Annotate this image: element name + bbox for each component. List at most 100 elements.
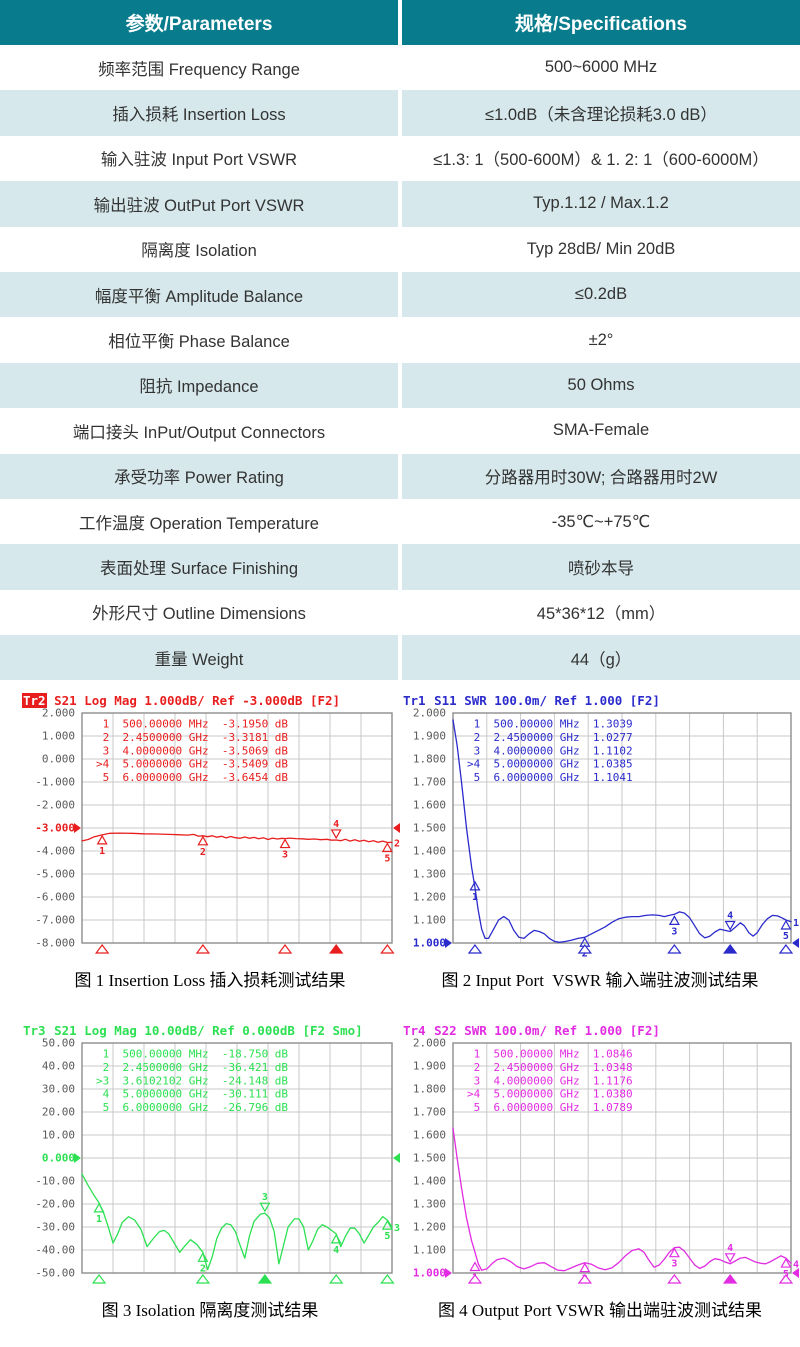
svg-text:1.000: 1.000 <box>42 730 75 743</box>
spec-table-row: 幅度平衡 Amplitude Balance ≤0.2dB <box>0 271 800 318</box>
parameter-cell: 阻抗 Impedance <box>0 362 400 409</box>
svg-text:4 5.0000000 GHz -30.111 dB: 4 5.0000000 GHz -30.111 dB <box>96 1088 288 1101</box>
spec-table-row: 输出驻波 OutPut Port VSWR Typ.1.12 / Max.1.2 <box>0 181 800 227</box>
svg-text:5: 5 <box>384 853 390 864</box>
svg-text:1 500.00000 MHz 1.3039: 1 500.00000 MHz 1.3039 <box>467 718 633 731</box>
svg-text:1.400: 1.400 <box>413 845 446 858</box>
svg-text:-30.00: -30.00 <box>35 1221 75 1234</box>
svg-text:1: 1 <box>793 918 799 929</box>
chart-isolation: Tr3 S21 Log Mag 10.00dB/ Ref 0.000dB [F2… <box>20 1024 400 1292</box>
svg-text:2 2.4500000 GHz 1.0277: 2 2.4500000 GHz 1.0277 <box>467 731 633 744</box>
svg-text:>4 5.0000000 GHz 1.0385: >4 5.0000000 GHz 1.0385 <box>467 758 633 771</box>
specification-cell: 50 Ohms <box>398 362 800 409</box>
svg-text:3 4.0000000 GHz 1.1102: 3 4.0000000 GHz 1.1102 <box>467 744 633 757</box>
parameter-cell: 承受功率 Power Rating <box>0 453 400 499</box>
chart-title-insertion-loss: Tr2 S21 Log Mag 1.000dB/ Ref -3.000dB [F… <box>22 693 341 708</box>
trace-badge: Tr4 <box>403 1023 426 1038</box>
svg-text:1.300: 1.300 <box>413 868 446 881</box>
svg-text:-1.000: -1.000 <box>35 776 75 789</box>
svg-text:4: 4 <box>333 1245 339 1256</box>
trace-title-text: S11 SWR 100.0m/ Ref 1.000 [F2] <box>426 693 660 708</box>
chart-canvas-insertion-loss: 2.000 1.000 0.000 -1.000 -2.000 -3.000 -4.000 -… <box>35 708 400 954</box>
spec-table-row: 阻抗 Impedance 50 Ohms <box>0 362 800 409</box>
svg-text:3 4.0000000 GHz 1.1176: 3 4.0000000 GHz 1.1176 <box>467 1074 633 1087</box>
specification-cell: SMA-Female <box>398 408 800 454</box>
specification-cell: Typ 28dB/ Min 20dB <box>398 226 800 272</box>
svg-text:1.500: 1.500 <box>413 1152 446 1165</box>
svg-text:-6.000: -6.000 <box>35 891 75 904</box>
svg-text:-50.00: -50.00 <box>35 1267 75 1280</box>
svg-text:-8.000: -8.000 <box>35 937 75 950</box>
svg-text:-40.00: -40.00 <box>35 1244 75 1257</box>
svg-text:5 6.0000000 GHz 1.1041: 5 6.0000000 GHz 1.1041 <box>467 771 633 784</box>
specification-cell: ≤1.3: 1（500-600M）& 1. 2: 1（600-6000M） <box>398 135 800 182</box>
svg-text:-10.00: -10.00 <box>35 1175 75 1188</box>
svg-text:-5.000: -5.000 <box>35 868 75 881</box>
trace-title-text: S21 Log Mag 10.00dB/ Ref 0.000dB [F2 Smo… <box>46 1023 363 1038</box>
svg-text:2: 2 <box>582 948 588 959</box>
svg-text:3: 3 <box>262 1192 268 1203</box>
spec-table-row: 端口接头 InPut/Output Connectors SMA-Female <box>0 408 800 454</box>
spec-table-row: 表面处理 Surface Finishing 喷砂本导 <box>0 544 800 590</box>
chart-insertion-loss: Tr2 S21 Log Mag 1.000dB/ Ref -3.000dB [F… <box>20 693 400 962</box>
svg-text:1 500.00000 MHz -3.1950 dB: 1 500.00000 MHz -3.1950 dB <box>96 718 288 731</box>
svg-text:1: 1 <box>96 1214 102 1225</box>
svg-text:2: 2 <box>200 847 206 858</box>
svg-text:>3 3.6102102 GHz -24.148 dB: >3 3.6102102 GHz -24.148 dB <box>96 1074 288 1087</box>
parameter-cell: 外形尺寸 Outline Dimensions <box>0 589 400 636</box>
svg-text:5 6.0000000 GHz 1.0789: 5 6.0000000 GHz 1.0789 <box>467 1101 633 1114</box>
parameter-cell: 相位平衡 Phase Balance <box>0 317 400 363</box>
svg-text:2 2.4500000 GHz -36.421 dB: 2 2.4500000 GHz -36.421 dB <box>96 1061 288 1074</box>
spec-table-row: 频率范围 Frequency Range 500~6000 MHz <box>0 45 800 91</box>
trace-title-text: S21 Log Mag 1.000dB/ Ref -3.000dB [F2] <box>46 693 341 708</box>
svg-text:1.700: 1.700 <box>413 1106 446 1119</box>
svg-text:20.00: 20.00 <box>42 1106 75 1119</box>
spec-table-row: 相位平衡 Phase Balance ±2° <box>0 317 800 363</box>
chart-input-vswr: Tr1 S11 SWR 100.0m/ Ref 1.000 [F2] 2.000… <box>400 694 800 962</box>
specification-cell: ±2° <box>398 317 800 363</box>
svg-text:1 500.00000 MHz -18.750 dB: 1 500.00000 MHz -18.750 dB <box>96 1048 288 1061</box>
svg-text:4: 4 <box>333 819 339 830</box>
svg-text:>4 5.0000000 GHz -3.5409 dB: >4 5.0000000 GHz -3.5409 dB <box>96 758 288 771</box>
svg-text:-2.000: -2.000 <box>35 799 75 812</box>
svg-text:1: 1 <box>472 892 478 903</box>
specification-cell: 45*36*12（mm） <box>398 589 800 636</box>
svg-text:1.600: 1.600 <box>413 1129 446 1142</box>
chart-canvas-input-vswr: 2.000 1.900 1.800 1.700 1.600 1.500 1.400 1.300… <box>413 708 799 959</box>
spec-table-row: 外形尺寸 Outline Dimensions 45*36*12（mm） <box>0 589 800 636</box>
svg-text:2 2.4500000 GHz 1.0348: 2 2.4500000 GHz 1.0348 <box>467 1061 633 1074</box>
svg-text:1.400: 1.400 <box>413 1175 446 1188</box>
svg-text:50.00: 50.00 <box>42 1038 75 1050</box>
chart-title-input-vswr: Tr1 S11 SWR 100.0m/ Ref 1.000 [F2] <box>402 694 660 708</box>
specification-cell: 分路器用时30W; 合路器用时2W <box>398 453 800 499</box>
svg-text:2.000: 2.000 <box>413 1038 446 1050</box>
parameter-cell: 频率范围 Frequency Range <box>0 45 400 91</box>
parameter-cell: 输入驻波 Input Port VSWR <box>0 135 400 182</box>
svg-text:2 2.4500000 GHz -3.3181 dB: 2 2.4500000 GHz -3.3181 dB <box>96 731 288 744</box>
parameter-cell: 插入损耗 Insertion Loss <box>0 90 400 136</box>
parameter-cell: 幅度平衡 Amplitude Balance <box>0 271 400 318</box>
spec-table-row: 隔离度 Isolation Typ 28dB/ Min 20dB <box>0 226 800 272</box>
svg-text:1.000: 1.000 <box>413 1267 446 1280</box>
svg-text:1.500: 1.500 <box>413 822 446 835</box>
parameter-cell: 重量 Weight <box>0 635 400 681</box>
svg-text:1.800: 1.800 <box>413 753 446 766</box>
svg-text:30.00: 30.00 <box>42 1083 75 1096</box>
caption-figure-4: 图 4 Output Port VSWR 输出端驻波测试结果 <box>437 1301 763 1320</box>
spec-table-row: 输入驻波 Input Port VSWR ≤1.3: 1（500-600M）& 1… <box>0 135 800 182</box>
specification-cell: 500~6000 MHz <box>398 45 800 91</box>
svg-text:1: 1 <box>99 846 105 857</box>
svg-text:1.600: 1.600 <box>413 799 446 812</box>
svg-text:5: 5 <box>384 1231 390 1242</box>
chart-title-isolation: Tr3 S21 Log Mag 10.00dB/ Ref 0.000dB [F2… <box>22 1024 363 1038</box>
specification-cell: ≤1.0dB（未含理论损耗3.0 dB） <box>398 90 800 136</box>
chart-output-vswr: Tr4 S22 SWR 100.0m/ Ref 1.000 [F2] 2.000… <box>400 1024 800 1292</box>
specifications-header: 规格/Specifications <box>398 0 800 45</box>
svg-text:0.000: 0.000 <box>42 1152 75 1165</box>
svg-text:4: 4 <box>727 911 733 922</box>
svg-text:10.00: 10.00 <box>42 1129 75 1142</box>
specification-cell: 喷砂本导 <box>398 544 800 590</box>
specification-cell: ≤0.2dB <box>398 271 800 318</box>
svg-text:3: 3 <box>394 1223 400 1234</box>
svg-text:1 500.00000 MHz 1.0846: 1 500.00000 MHz 1.0846 <box>467 1048 633 1061</box>
